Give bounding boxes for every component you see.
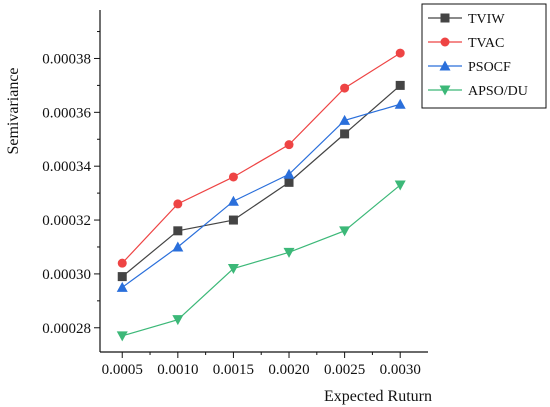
legend-item-psocf: PSOCF	[428, 60, 511, 75]
y-tick-label: 0.00036	[42, 105, 91, 121]
series-psocf	[116, 98, 406, 292]
legend: TVIW TVAC PSOCF APSO/DU	[421, 3, 547, 109]
series-line-tvac	[121, 52, 401, 264]
legend-marker	[440, 37, 450, 47]
legend-item-tvac: TVAC	[428, 36, 504, 51]
data-point-psocf	[394, 98, 406, 109]
legend-marker	[439, 60, 451, 71]
series-line-apso-du	[122, 184, 401, 337]
data-point-tvac	[117, 258, 127, 268]
legend-label: PSOCF	[468, 60, 511, 75]
data-point-tvac	[228, 172, 238, 182]
legend-marker	[439, 85, 451, 96]
series-tvac	[117, 48, 405, 268]
data-point-psocf	[227, 195, 239, 206]
data-point-psocf	[116, 281, 128, 292]
series-line-tviw	[121, 84, 401, 278]
data-point-tviw	[173, 226, 183, 236]
data-point-psocf	[339, 114, 351, 125]
data-point-tviw	[395, 80, 405, 90]
y-tick-label: 0.00038	[42, 51, 91, 67]
data-point-tvac	[395, 48, 405, 58]
data-point-apso-du	[339, 226, 351, 237]
y-tick-label: 0.00032	[42, 213, 91, 229]
series-layer	[116, 48, 406, 342]
data-point-tviw	[228, 215, 238, 225]
data-point-apso-du	[283, 247, 295, 258]
data-point-apso-du	[116, 331, 128, 342]
x-tick-label: 0.0015	[213, 362, 254, 378]
legend-label: APSO/DU	[468, 84, 528, 99]
data-point-tviw	[284, 177, 294, 187]
x-tick-label: 0.0030	[380, 362, 421, 378]
series-apso-du	[116, 180, 406, 342]
data-point-tviw	[117, 272, 127, 282]
data-point-psocf	[172, 241, 184, 252]
legend-item-tviw: TVIW	[428, 12, 505, 27]
data-point-apso-du	[394, 180, 406, 191]
y-axis-title: Semivariance	[5, 67, 22, 154]
series-line-psocf	[121, 103, 401, 288]
data-point-tvac	[284, 140, 294, 150]
legend-item-apso-du: APSO/DU	[428, 84, 528, 99]
data-point-apso-du	[172, 315, 184, 326]
data-point-tviw	[340, 129, 350, 139]
x-tick-label: 0.0010	[157, 362, 198, 378]
y-tick-label: 0.00034	[42, 159, 91, 175]
legend-label: TVIW	[468, 12, 505, 27]
axes: 0.00028 0.00030 0.00032 0.00034 0.00036 0.000…	[42, 10, 428, 378]
y-tick-label: 0.00028	[42, 321, 91, 337]
series-tviw	[117, 80, 405, 282]
data-point-tvac	[340, 83, 350, 93]
data-point-psocf	[283, 168, 295, 179]
x-tick-label: 0.0005	[102, 362, 143, 378]
x-axis-title: Expected Ruturn	[324, 388, 432, 405]
legend-marker	[440, 13, 450, 23]
y-tick-label: 0.00030	[42, 267, 91, 283]
legend-label: TVAC	[468, 36, 504, 51]
x-tick-label: 0.0025	[324, 362, 365, 378]
x-tick-label: 0.0020	[268, 362, 309, 378]
data-point-apso-du	[227, 264, 239, 275]
data-point-tvac	[173, 199, 183, 209]
